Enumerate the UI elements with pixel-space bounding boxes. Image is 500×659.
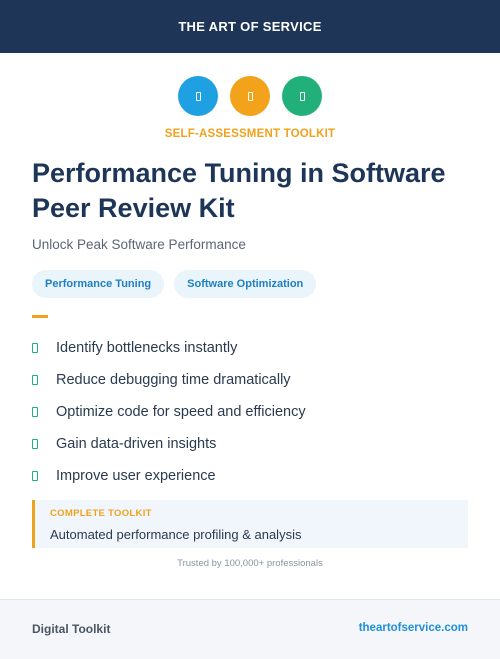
feature-text: Identify bottlenecks instantly	[56, 340, 238, 356]
document-icon	[247, 91, 253, 101]
page-title: Performance Tuning in Software Peer Revi…	[32, 158, 446, 223]
top-banner: THE ART OF SERVICE	[0, 0, 500, 53]
icon-row	[0, 76, 500, 116]
document-icon	[195, 91, 201, 101]
tag-performance-tuning[interactable]: Performance Tuning	[32, 270, 165, 298]
footer: Digital Toolkit theartofservice.com	[0, 599, 500, 659]
check-icon	[32, 343, 38, 353]
trust-note: Trusted by 100,000+ professionals	[177, 558, 323, 569]
list-item: Improve user experience	[32, 460, 306, 492]
callout-text: Automated performance profiling & analys…	[50, 527, 302, 542]
tag-list: Performance Tuning Software Optimization	[32, 270, 317, 298]
feature-text: Reduce debugging time dramatically	[56, 372, 291, 388]
document-icon	[299, 91, 305, 101]
list-item: Reduce debugging time dramatically	[32, 364, 306, 396]
website-link[interactable]: theartofservice.com	[358, 622, 468, 634]
feature-text: Improve user experience	[56, 468, 216, 484]
orange-circle-icon	[230, 76, 270, 116]
eyebrow-label: SELF-ASSESSMENT TOOLKIT	[164, 128, 336, 140]
subtitle: Unlock Peak Software Performance	[32, 237, 246, 252]
list-item: Optimize code for speed and efficiency	[32, 396, 306, 428]
feature-text: Optimize code for speed and efficiency	[56, 404, 306, 420]
check-icon	[32, 375, 38, 385]
green-circle-icon	[282, 76, 322, 116]
tag-software-optimization[interactable]: Software Optimization	[174, 270, 317, 298]
callout-label: COMPLETE TOOLKIT	[50, 508, 152, 519]
blue-circle-icon	[178, 76, 218, 116]
check-icon	[32, 439, 38, 449]
toolkit-callout: COMPLETE TOOLKIT Automated performance p…	[32, 500, 468, 548]
check-icon	[32, 407, 38, 417]
brand-name: THE ART OF SERVICE	[178, 19, 322, 34]
feature-text: Gain data-driven insights	[56, 436, 217, 452]
list-item: Gain data-driven insights	[32, 428, 306, 460]
footer-label: Digital Toolkit	[32, 622, 111, 636]
list-item: Identify bottlenecks instantly	[32, 332, 306, 364]
accent-divider	[32, 315, 48, 318]
feature-list: Identify bottlenecks instantly Reduce de…	[32, 332, 306, 492]
check-icon	[32, 471, 38, 481]
